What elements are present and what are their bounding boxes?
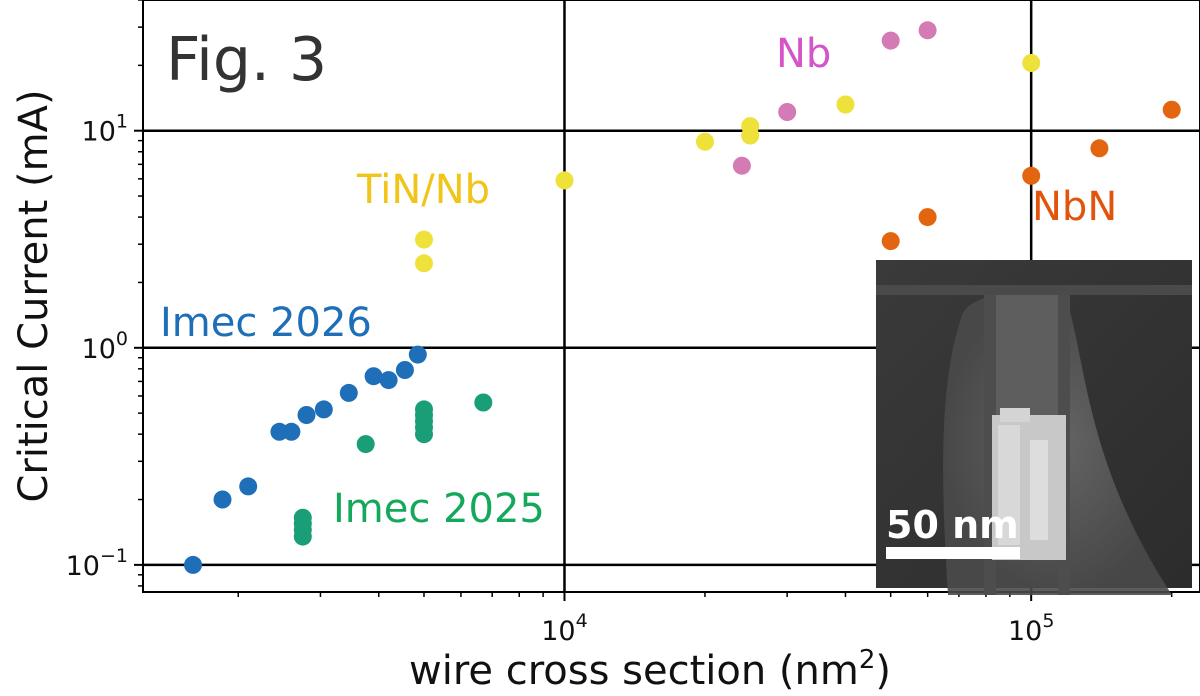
point-imec-2025: [293, 508, 312, 527]
point-imec-2026: [395, 361, 414, 379]
point-imec-2026: [379, 371, 398, 390]
x-tick-label: 104: [541, 610, 587, 647]
y-tick-label: 10−1: [66, 545, 128, 582]
x-axis-label-superscript: 2: [859, 645, 876, 675]
scale-bar: [886, 547, 1020, 559]
point-imec-2026: [213, 490, 232, 509]
point-imec-2025: [415, 400, 433, 419]
y-tick-label: 100: [82, 328, 128, 365]
annotation-nbn: NbN: [1032, 184, 1117, 230]
y-tick-label: 101: [82, 111, 128, 148]
point-imec-2026: [408, 345, 427, 364]
x-axis-label: wire cross section (nm2): [409, 645, 891, 694]
point-imec-2026: [297, 406, 316, 424]
point-nb: [778, 103, 797, 121]
point-nbn: [881, 232, 900, 251]
annotation-tin-nb: TiN/Nb: [356, 167, 490, 213]
scale-bar-label: 50 nm: [886, 503, 1019, 547]
point-tin-nb: [415, 254, 433, 273]
point-imec-2026: [239, 477, 258, 496]
point-imec-2025: [356, 435, 375, 454]
annotation-nb: Nb: [776, 31, 831, 77]
point-imec-2026: [364, 367, 383, 386]
point-tin-nb: [696, 132, 714, 151]
point-imec-2026: [282, 422, 301, 441]
point-nb: [918, 21, 937, 40]
point-nb: [732, 156, 751, 175]
point-tin-nb: [1022, 54, 1041, 72]
point-nbn: [918, 208, 937, 227]
point-tin-nb: [741, 117, 760, 136]
plot-frame: [142, 0, 1200, 593]
point-nbn: [1022, 166, 1041, 185]
point-imec-2025: [474, 393, 493, 412]
point-tin-nb: [555, 171, 574, 190]
point-nbn: [1162, 100, 1181, 119]
figure-label: Fig. 3: [166, 25, 327, 95]
point-tin-nb: [415, 230, 433, 249]
annotation-imec-2025: Imec 2025: [333, 486, 545, 532]
tick-marks: 104 105 10−1 100 101: [66, 0, 1173, 647]
point-imec-2026: [339, 383, 358, 402]
point-nbn: [1090, 139, 1109, 158]
point-nb: [881, 31, 900, 50]
x-tick-label: 105: [1008, 610, 1054, 647]
point-tin-nb: [836, 95, 855, 114]
sem-inset-image: 50 nm: [876, 260, 1192, 595]
annotation-imec-2026: Imec 2026: [160, 300, 372, 346]
point-imec-2026: [314, 400, 333, 419]
y-axis-label: Critical Current (mA): [11, 89, 57, 502]
point-imec-2026: [184, 555, 202, 574]
data-points: [184, 21, 1181, 574]
